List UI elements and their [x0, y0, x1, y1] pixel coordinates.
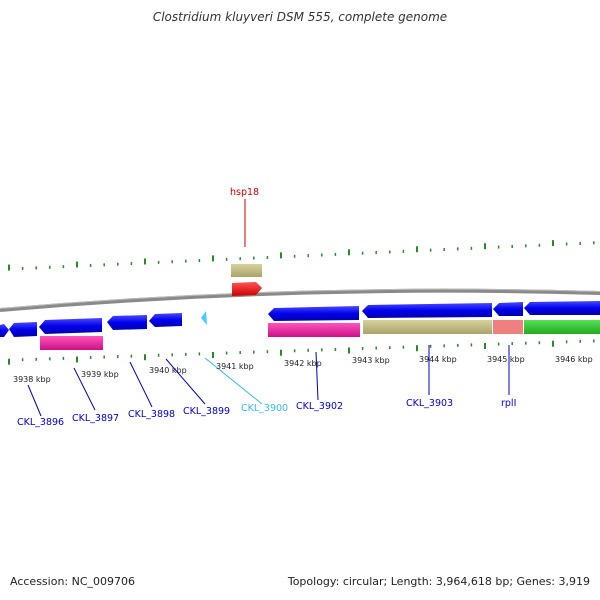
- cds-arrow[interactable]: [39, 318, 102, 334]
- cds-arrow[interactable]: [149, 313, 182, 327]
- gene-label-rpli[interactable]: rplI: [501, 398, 516, 409]
- gene-label-ckl3902[interactable]: CKL_3902: [296, 401, 343, 412]
- leader-lines: [27, 199, 510, 417]
- hsp18-khaki-feature[interactable]: [231, 264, 262, 277]
- cds-arrow[interactable]: [268, 306, 359, 321]
- cds-arrow[interactable]: [493, 302, 523, 316]
- gene-label-ckl3899[interactable]: CKL_3899: [183, 406, 230, 417]
- hsp18-gene-arrow[interactable]: [232, 282, 262, 296]
- cds-arrow[interactable]: [107, 315, 147, 330]
- gene-label-ckl3897[interactable]: CKL_3897: [72, 413, 119, 424]
- ruler-label: 3943 kbp: [352, 356, 390, 365]
- ruler-label: 3944 kbp: [419, 355, 457, 364]
- cds-arrow[interactable]: [0, 324, 9, 337]
- ruler-label: 3938 kbp: [13, 375, 51, 384]
- gene-label-hsp18[interactable]: hsp18: [230, 187, 259, 198]
- ruler-label: 3946 kbp: [555, 355, 593, 364]
- map-title: Clostridium kluyveri DSM 555, complete g…: [152, 10, 448, 24]
- green-feature[interactable]: [524, 320, 600, 334]
- khaki-feature[interactable]: [363, 320, 492, 334]
- ruler-label: 3939 kbp: [81, 370, 119, 379]
- gene-label-ckl3903[interactable]: CKL_3903: [406, 398, 453, 409]
- small-cds-arrow[interactable]: [201, 311, 207, 325]
- gene-label-ckl3898[interactable]: CKL_3898: [128, 409, 175, 420]
- salmon-feature[interactable]: [493, 320, 523, 334]
- inner-tick-ring: [8, 339, 595, 365]
- topology-text: Topology: circular; Length: 3,964,618 bp…: [287, 575, 590, 588]
- cds-arrow[interactable]: [524, 301, 600, 315]
- cds-arrow[interactable]: [9, 322, 37, 337]
- outer-tick-ring: [8, 240, 595, 271]
- accession-text: Accession: NC_009706: [10, 575, 136, 588]
- ruler-label: 3940 kbp: [149, 366, 187, 375]
- cds-arrow[interactable]: [362, 303, 492, 318]
- ruler-label: 3942 kbp: [284, 359, 322, 368]
- ruler-label: 3941 kbp: [216, 362, 254, 371]
- rna-feature-pink[interactable]: [40, 336, 103, 350]
- rna-feature-pink[interactable]: [268, 323, 360, 337]
- ruler-label: 3945 kbp: [487, 355, 525, 364]
- gene-label-ckl3900[interactable]: CKL_3900: [241, 403, 288, 414]
- genome-backbone: [0, 288, 600, 312]
- gene-label-ckl3896[interactable]: CKL_3896: [17, 417, 64, 428]
